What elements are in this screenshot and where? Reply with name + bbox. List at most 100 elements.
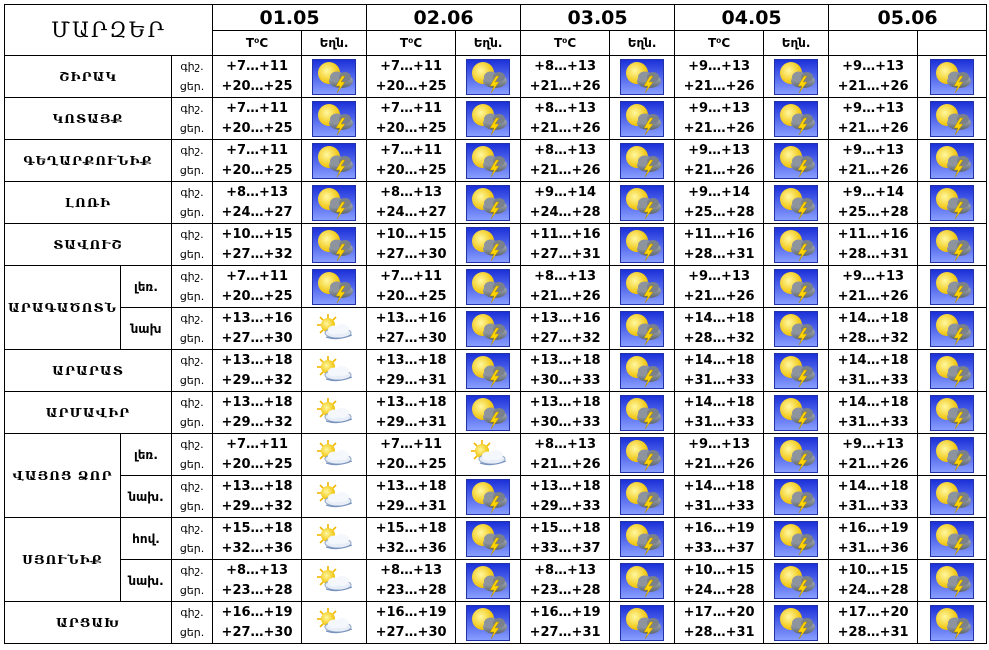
night-temp: +7…+11 (226, 58, 288, 74)
day-temp: +29…+31 (375, 498, 447, 514)
day-night-labels: գիշ. ցեր. (170, 433, 214, 476)
night-temp: +11…+16 (837, 226, 909, 242)
night-temp: +17…+20 (683, 604, 755, 620)
sun-cloud-lightning-icon (466, 478, 511, 515)
day-temp: +29…+32 (221, 372, 293, 388)
weather-cell (301, 601, 368, 644)
day-night-labels: գիշ. ցեր. (170, 349, 214, 392)
night-temp: +8…+13 (534, 100, 597, 116)
sun-cloud-lightning-icon (620, 604, 665, 641)
day-temp: +23…+28 (529, 582, 601, 598)
weather-header-empty (917, 30, 988, 56)
weather-cell (609, 97, 676, 140)
weather-cell (301, 475, 368, 518)
forecast-row: ՇԻՐԱԿ գիշ. ցեր. +7…+11 +20…+25 +7…+11 +20…+25 +… (4, 55, 988, 98)
day-temp: +27…+31 (529, 246, 601, 262)
temperature-cell: +8…+13 +21…+26 (520, 139, 611, 182)
temperature-cell: +10…+15 +24…+28 (828, 559, 919, 602)
night-temp: +9…+13 (688, 268, 751, 284)
sun-cloud-lightning-icon (466, 352, 511, 389)
night-temp: +8…+13 (534, 436, 597, 452)
night-temp: +13…+18 (375, 478, 447, 494)
temperature-cell: +9…+13 +21…+26 (828, 97, 919, 140)
weather-cell (455, 97, 522, 140)
night-temp: +9…+13 (842, 436, 905, 452)
temperature-cell: +13…+16 +27…+30 (212, 307, 303, 350)
temperature-cell: +16…+19 +27…+30 (212, 601, 303, 644)
sun-cloud-lightning-icon (620, 226, 665, 263)
weather-cell (301, 433, 368, 476)
sun-cloud-lightning-icon (620, 562, 665, 599)
night-temp: +10…+15 (375, 226, 447, 242)
region-name: ԳԵՂԱՐՔՈՒՆԻՔ (4, 139, 172, 182)
temperature-cell: +7…+11 +20…+25 (366, 265, 457, 308)
temperature-cell: +14…+18 +31…+33 (828, 475, 919, 518)
temperature-cell: +15…+18 +32…+36 (212, 517, 303, 560)
day-temp: +29…+31 (375, 372, 447, 388)
night-temp: +13…+16 (375, 310, 447, 326)
sun-cloud-lightning-icon (774, 436, 819, 473)
day-night-labels: գիշ. ցեր. (170, 475, 214, 518)
weather-cell (301, 55, 368, 98)
weather-cell (609, 391, 676, 434)
night-temp: +14…+18 (837, 478, 909, 494)
day-night-labels: գիշ. ցեր. (170, 391, 214, 434)
night-label: գիշ. (180, 311, 204, 325)
day-temp: +27…+30 (375, 624, 447, 640)
sun-cloud-icon (312, 563, 356, 599)
date-header-3: 03.05 (520, 4, 676, 31)
weather-cell (301, 265, 368, 308)
weather-cell (609, 223, 676, 266)
day-temp: +23…+28 (221, 582, 293, 598)
sun-cloud-lightning-icon (930, 184, 975, 221)
weather-cell (301, 391, 368, 434)
weather-cell (763, 265, 830, 308)
region-name: ՇԻՐԱԿ (4, 55, 172, 98)
sun-cloud-lightning-icon (466, 310, 511, 347)
temp-header: T⁰C (212, 30, 303, 56)
sun-cloud-lightning-icon (620, 394, 665, 431)
day-temp: +33…+37 (683, 540, 755, 556)
night-temp: +14…+18 (837, 394, 909, 410)
forecast-row: ԱՐՄԱՎԻՐ գիշ. ցեր. +13…+18 +29…+32 +13…+18 +29…… (4, 391, 988, 434)
forecast-row: նախ գիշ. ցեր. +13…+16 +27…+30 +13…+16 +27…+30 +… (5, 307, 988, 350)
day-temp: +21…+26 (837, 78, 909, 94)
temperature-cell: +14…+18 +28…+32 (828, 307, 919, 350)
weather-cell (609, 55, 676, 98)
day-temp: +20…+25 (375, 288, 447, 304)
sun-cloud-lightning-icon (774, 352, 819, 389)
temperature-cell: +7…+11 +20…+25 (212, 265, 303, 308)
sun-cloud-lightning-icon (930, 352, 975, 389)
weather-cell (917, 223, 988, 266)
weather-cell (455, 307, 522, 350)
weather-cell (763, 559, 830, 602)
night-temp: +9…+13 (688, 100, 751, 116)
temperature-cell: +8…+13 +23…+28 (520, 559, 611, 602)
weather-cell (455, 265, 522, 308)
day-temp: +27…+30 (221, 330, 293, 346)
sun-cloud-lightning-icon (620, 142, 665, 179)
day-label: ցեր. (179, 247, 205, 261)
sun-cloud-lightning-icon (930, 478, 975, 515)
temperature-cell: +8…+13 +21…+26 (520, 55, 611, 98)
day-temp: +20…+25 (375, 162, 447, 178)
temperature-cell: +10…+15 +24…+28 (674, 559, 765, 602)
night-temp: +14…+18 (683, 352, 755, 368)
day-temp: +31…+33 (837, 372, 909, 388)
temperature-cell: +14…+18 +31…+33 (828, 349, 919, 392)
night-temp: +9…+14 (534, 184, 597, 200)
weather-cell (763, 349, 830, 392)
sun-cloud-lightning-icon (930, 310, 975, 347)
sun-cloud-lightning-icon (930, 394, 975, 431)
day-temp: +20…+25 (221, 288, 293, 304)
sun-cloud-lightning-icon (774, 562, 819, 599)
temperature-cell: +15…+18 +32…+36 (366, 517, 457, 560)
night-temp: +14…+18 (837, 352, 909, 368)
temperature-cell: +8…+13 +21…+26 (520, 265, 611, 308)
day-night-labels: գիշ. ցեր. (170, 55, 214, 98)
sun-cloud-icon (312, 311, 356, 347)
day-temp: +30…+33 (529, 372, 601, 388)
temperature-cell: +14…+18 +31…+33 (674, 349, 765, 392)
sun-cloud-lightning-icon (620, 310, 665, 347)
weather-cell (455, 433, 522, 476)
